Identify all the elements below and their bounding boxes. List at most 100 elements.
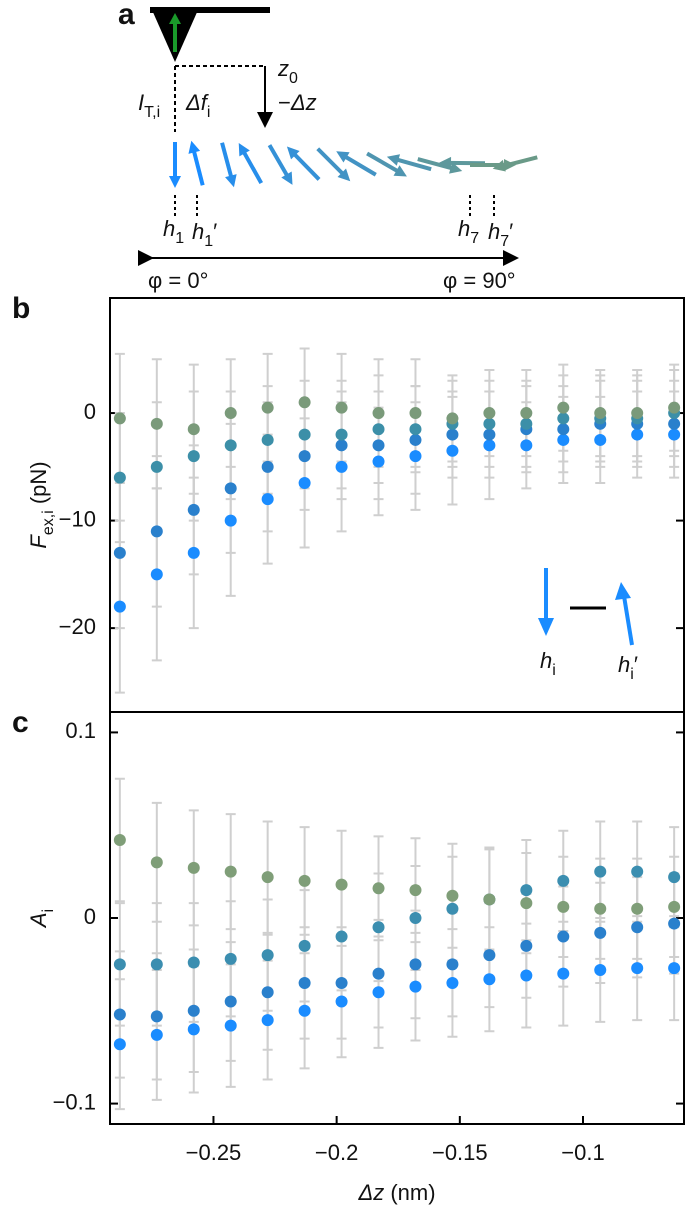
y-tick-label: 0	[84, 904, 96, 929]
spin-head	[439, 156, 452, 169]
point	[557, 401, 570, 414]
point	[668, 401, 681, 414]
point	[668, 962, 681, 975]
point	[372, 455, 385, 468]
point	[483, 973, 496, 986]
point	[113, 412, 126, 425]
label: Δz (nm)	[357, 1180, 435, 1205]
point	[446, 976, 459, 989]
point	[668, 917, 681, 930]
spin-head	[225, 174, 237, 188]
label-part: Δz	[290, 90, 317, 115]
point	[261, 433, 274, 446]
label-part: 1	[175, 230, 184, 247]
label-part: h	[458, 216, 470, 241]
spin-chain	[169, 140, 538, 188]
point	[298, 450, 311, 463]
spin-arrow	[366, 151, 401, 175]
y-tick-label: −20	[59, 614, 96, 639]
point	[150, 568, 163, 581]
point	[150, 1010, 163, 1023]
point	[483, 407, 496, 420]
point	[668, 900, 681, 913]
label-part: (pN)	[26, 461, 51, 510]
point	[335, 878, 348, 891]
label-part: ′	[509, 219, 513, 244]
spin-head	[286, 146, 300, 160]
y-tick-label: 0	[84, 399, 96, 424]
point	[557, 412, 570, 425]
point	[372, 986, 385, 999]
point	[224, 407, 237, 420]
point	[557, 423, 570, 436]
point	[113, 471, 126, 484]
point	[113, 834, 126, 847]
spin-head	[169, 176, 181, 188]
point	[409, 423, 422, 436]
point	[224, 995, 237, 1008]
spin-arrow	[240, 148, 264, 185]
point	[187, 956, 200, 969]
point	[224, 952, 237, 965]
point	[150, 1028, 163, 1041]
point	[409, 450, 422, 463]
point	[298, 976, 311, 989]
tip-spin-head	[169, 13, 181, 24]
point	[483, 417, 496, 430]
point	[261, 401, 274, 414]
label-part: T,i	[144, 104, 160, 121]
point	[631, 428, 644, 441]
point	[668, 417, 681, 430]
point	[409, 884, 422, 897]
label-part: 7	[500, 233, 509, 250]
point	[520, 897, 533, 910]
point	[446, 412, 459, 425]
label-part: I	[138, 90, 144, 115]
label-part: F	[26, 534, 51, 549]
point	[187, 546, 200, 559]
label-part: h	[163, 216, 175, 241]
label-part: Δf	[185, 90, 210, 115]
label-part: h	[488, 219, 500, 244]
label: h7	[458, 216, 479, 247]
label-part: i	[207, 104, 211, 121]
point	[631, 902, 644, 915]
label: −Δz	[278, 90, 317, 115]
panel-letter: b	[12, 292, 30, 325]
spin-head	[238, 142, 250, 157]
point	[224, 514, 237, 527]
spin-arrow	[394, 157, 432, 172]
legend-head	[615, 582, 631, 600]
point	[372, 439, 385, 452]
point	[224, 439, 237, 452]
point	[335, 460, 348, 473]
spin-arrow	[267, 144, 291, 179]
point	[594, 407, 607, 420]
point	[594, 902, 607, 915]
point	[261, 871, 274, 884]
point	[557, 930, 570, 943]
label-part: h	[192, 219, 204, 244]
point	[668, 428, 681, 441]
point	[224, 865, 237, 878]
point	[113, 546, 126, 559]
point	[372, 423, 385, 436]
point	[446, 958, 459, 971]
panel-letter: c	[12, 706, 29, 739]
point	[335, 995, 348, 1008]
point	[335, 439, 348, 452]
point	[557, 874, 570, 887]
label-part: 7	[470, 230, 479, 247]
spin-head	[188, 140, 201, 154]
point	[483, 949, 496, 962]
point	[150, 856, 163, 869]
label-part: i	[40, 909, 57, 913]
legend-head	[538, 618, 554, 636]
point	[298, 1004, 311, 1017]
point	[187, 450, 200, 463]
point	[298, 428, 311, 441]
label-part: −	[278, 90, 291, 115]
y-tick-label: −0.1	[53, 1089, 96, 1114]
point	[520, 439, 533, 452]
